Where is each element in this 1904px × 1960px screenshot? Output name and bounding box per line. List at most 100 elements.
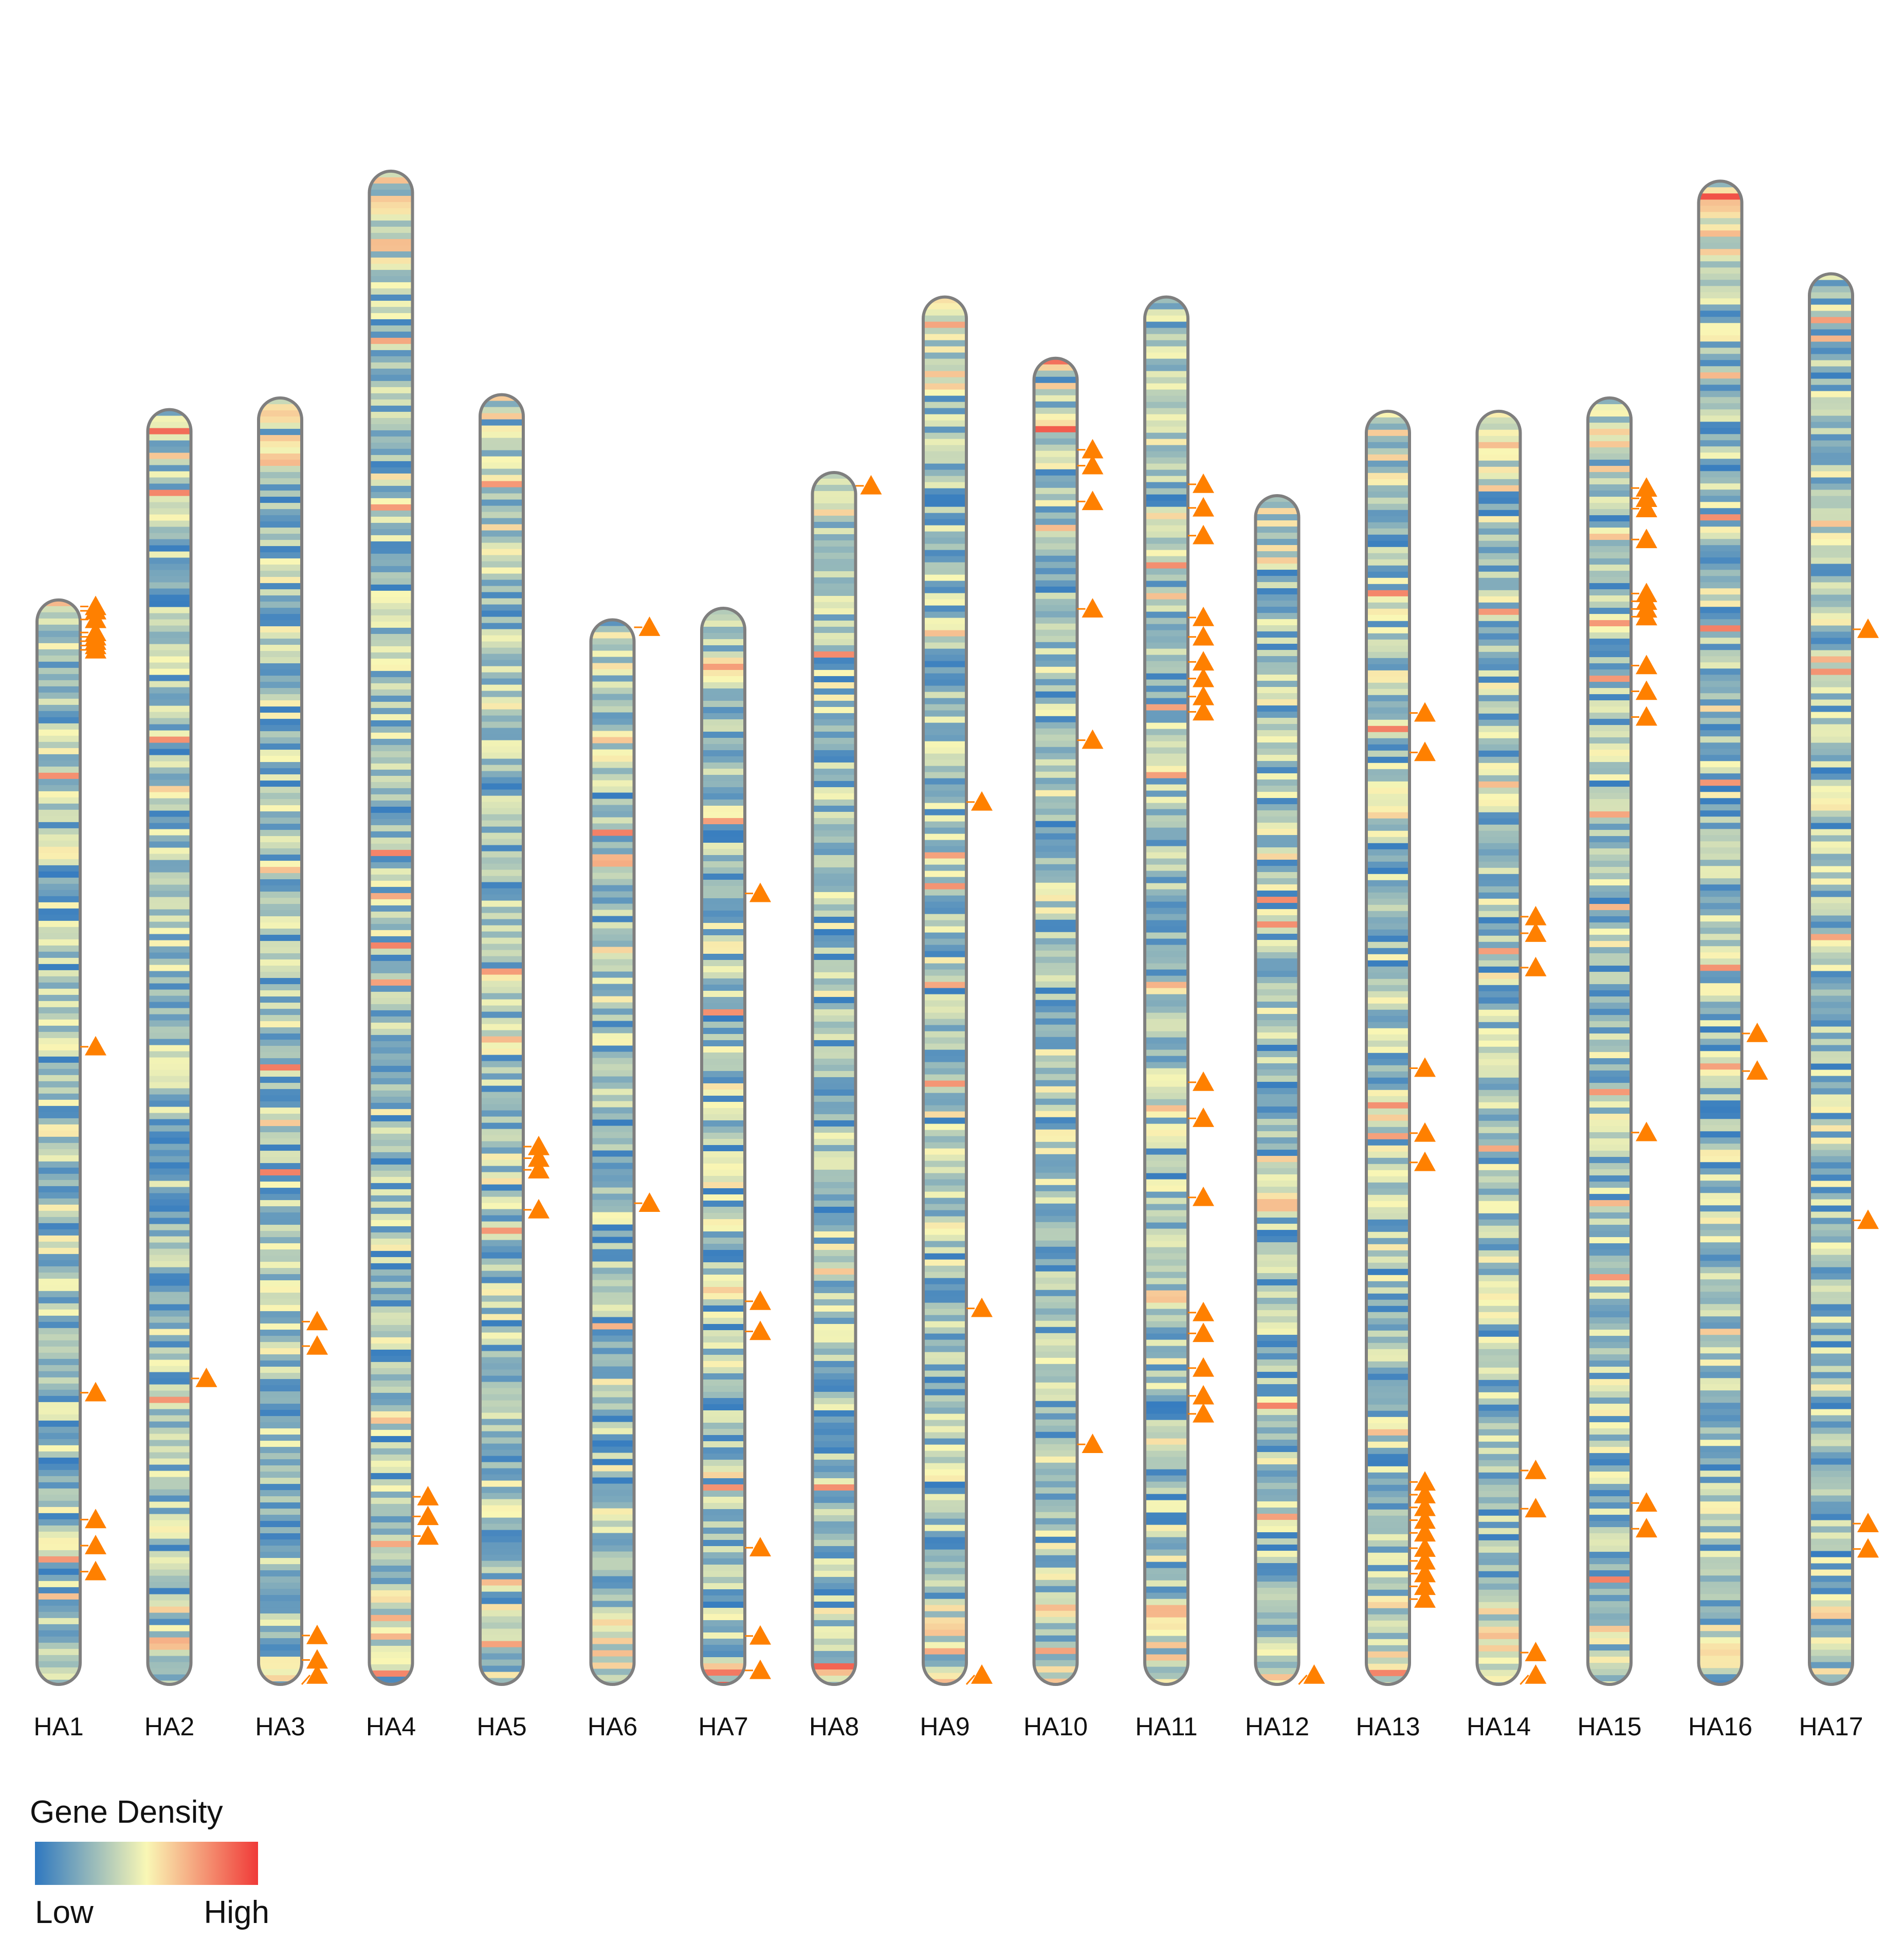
chromosome-label: HA9	[920, 1712, 969, 1741]
chromosome-ha2: HA2	[144, 408, 217, 1741]
chromosome-label: HA12	[1245, 1712, 1309, 1741]
gene-marker-triangle	[1193, 1186, 1214, 1206]
gene-marker-triangle	[85, 639, 106, 659]
density-bands	[1034, 358, 1077, 1684]
gene-marker-triangle	[1082, 455, 1104, 475]
marker-connector	[301, 1675, 311, 1685]
chromosome-ha16: HA16	[1688, 179, 1768, 1741]
gene-marker-triangle	[638, 1192, 661, 1212]
gene-marker-triangle	[1636, 529, 1657, 549]
gene-marker-triangle	[1857, 618, 1879, 638]
chromosome-ha9: HA9	[920, 295, 993, 1741]
density-bands	[259, 398, 302, 1684]
chromosome-outline	[1032, 356, 1079, 1686]
gene-marker-triangle	[1414, 1057, 1436, 1077]
chromosome-label: HA1	[33, 1712, 83, 1741]
gene-marker-triangle	[749, 882, 771, 902]
gene-marker-triangle	[85, 1036, 106, 1056]
density-bands	[369, 171, 413, 1685]
chromosome-outline	[1808, 272, 1854, 1686]
chromosome-label: HA17	[1799, 1712, 1863, 1741]
gene-marker-triangle	[1193, 1108, 1214, 1127]
chromosome-outline	[35, 598, 82, 1686]
gene-marker-triangle	[749, 1320, 771, 1340]
gene-marker-triangle	[1193, 1301, 1214, 1321]
gene-marker-triangle	[1193, 497, 1214, 517]
density-bands	[1477, 411, 1521, 1684]
density-bands	[1366, 411, 1409, 1684]
gene-marker-triangle	[1193, 685, 1214, 705]
chromosome-ha14: HA14	[1467, 409, 1547, 1741]
gene-marker-triangle	[1525, 922, 1547, 942]
density-bands	[37, 600, 80, 1685]
gene-marker-triangle	[638, 616, 661, 636]
gene-marker-triangle	[1636, 1492, 1657, 1512]
gene-marker-triangle	[1636, 606, 1657, 626]
density-bands	[148, 409, 191, 1684]
gene-marker-triangle	[1525, 956, 1547, 976]
chromosome-outline	[1365, 409, 1411, 1686]
density-bands	[1698, 181, 1742, 1684]
chromosome-ha7: HA7	[698, 607, 771, 1741]
gene-marker-triangle	[1414, 1471, 1436, 1491]
gene-marker-triangle	[1857, 1209, 1879, 1229]
chromosome-label: HA2	[144, 1712, 194, 1741]
gene-marker-triangle	[417, 1505, 439, 1526]
gene-marker-triangle	[1414, 702, 1436, 722]
gene-marker-triangle	[1414, 1122, 1436, 1142]
chromosome-outline	[589, 618, 636, 1686]
chromosome-label: HA7	[698, 1712, 748, 1741]
chromosome-label: HA15	[1577, 1712, 1641, 1741]
gene-marker-triangle	[1414, 1509, 1436, 1529]
gene-marker-triangle	[528, 1147, 550, 1167]
chromosome-outline	[1697, 179, 1744, 1686]
chromosome-ha12: HA12	[1245, 494, 1325, 1741]
gene-marker-triangle	[1636, 706, 1657, 726]
gene-marker-triangle	[1525, 905, 1547, 925]
chromosome-outline	[1254, 494, 1301, 1686]
gene-marker-triangle	[306, 1649, 328, 1669]
gene-marker-triangle	[860, 475, 882, 495]
gene-marker-triangle	[1193, 1071, 1214, 1091]
density-bands	[923, 297, 966, 1685]
gene-marker-triangle	[1193, 651, 1214, 671]
gene-marker-triangle	[749, 1290, 771, 1310]
chromosome-label: HA5	[477, 1712, 526, 1741]
chromosome-outline	[479, 393, 525, 1686]
chromosome-group: HA1 HA2 HA3 HA4 HA5 HA6 HA7 HA8 HA9 HA10 HA11 HA12 H…	[33, 169, 1879, 1741]
legend-low-label: Low	[35, 1895, 94, 1930]
gene-marker-triangle	[1746, 1060, 1768, 1080]
density-bands	[1588, 398, 1631, 1684]
gene-marker-triangle	[1857, 1513, 1879, 1533]
gene-marker-triangle	[1414, 1575, 1436, 1595]
legend-title: Gene Density	[30, 1794, 223, 1830]
chromosome-ha10: HA10	[1023, 356, 1104, 1741]
chromosome-ha17: HA17	[1799, 272, 1879, 1741]
gene-marker-triangle	[1636, 487, 1657, 507]
gene-marker-triangle	[1414, 1537, 1436, 1557]
gene-marker-triangle	[1414, 741, 1436, 761]
gene-marker-triangle	[417, 1525, 439, 1545]
gene-marker-triangle	[195, 1367, 217, 1387]
gene-marker-triangle	[1636, 498, 1657, 518]
gene-marker-triangle	[1082, 491, 1104, 511]
chromosome-ha4: HA4	[366, 169, 439, 1741]
gene-marker-triangle	[1636, 1518, 1657, 1538]
chromosome-outline	[146, 408, 193, 1686]
chromosome-label: HA4	[366, 1712, 416, 1741]
gene-marker-triangle	[85, 1509, 106, 1529]
gene-marker-triangle	[417, 1486, 439, 1505]
gene-marker-triangle	[528, 1136, 550, 1155]
gene-marker-triangle	[306, 1624, 328, 1644]
density-bands	[1255, 496, 1299, 1684]
chromosome-ha1: HA1	[33, 595, 106, 1741]
chromosome-ha3: HA3	[255, 396, 328, 1741]
chromosome-outline	[368, 169, 414, 1686]
density-bands	[702, 608, 745, 1684]
gene-marker-triangle	[1193, 473, 1214, 493]
gene-marker-triangle	[306, 1335, 328, 1355]
gene-marker-triangle	[971, 791, 993, 811]
gene-marker-triangle	[1525, 1498, 1547, 1518]
chromosome-label: HA10	[1023, 1712, 1088, 1741]
gene-marker-triangle	[1525, 1664, 1547, 1684]
